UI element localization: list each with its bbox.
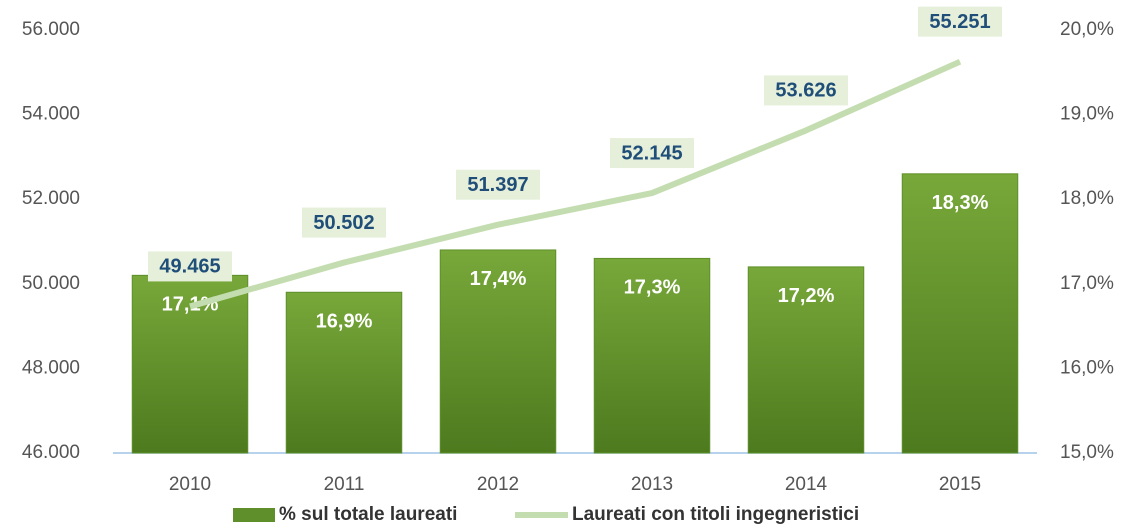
x-tick-label: 2011 bbox=[324, 474, 365, 495]
line-value-label: 52.145 bbox=[621, 142, 682, 164]
legend-swatch bbox=[233, 508, 275, 522]
value-label-box bbox=[610, 138, 694, 169]
line-value-label: 50.502 bbox=[313, 212, 374, 234]
legend-label: % sul totale laureati bbox=[279, 504, 457, 524]
value-label-box bbox=[764, 75, 848, 106]
line-value-label: 51.397 bbox=[467, 174, 528, 196]
bar-value-label: 17,3% bbox=[624, 277, 681, 299]
value-label-box bbox=[918, 6, 1002, 37]
line-value-label: 55.251 bbox=[929, 11, 990, 33]
bar-value-label: 17,2% bbox=[778, 285, 835, 307]
y2-tick-label: 17,0% bbox=[1060, 273, 1114, 294]
bar bbox=[439, 249, 557, 454]
bar bbox=[285, 291, 403, 454]
y-tick-label: 48.000 bbox=[22, 357, 80, 378]
value-label-box bbox=[456, 169, 540, 200]
y2-tick-label: 16,0% bbox=[1060, 357, 1114, 378]
y-tick-label: 52.000 bbox=[22, 188, 80, 209]
x-tick-label: 2015 bbox=[939, 474, 981, 495]
x-tick-label: 2014 bbox=[785, 474, 828, 495]
y-tick-label: 56.000 bbox=[22, 19, 80, 40]
y2-tick-label: 18,0% bbox=[1060, 188, 1114, 209]
y2-tick-label: 15,0% bbox=[1060, 442, 1114, 463]
y2-tick-label: 20,0% bbox=[1060, 19, 1114, 40]
bar-value-label: 18,3% bbox=[932, 192, 989, 214]
legend-label: Laureati con titoli ingegneristici bbox=[572, 504, 859, 524]
y-tick-label: 50.000 bbox=[22, 273, 80, 294]
line-value-label: 49.465 bbox=[159, 256, 220, 278]
x-tick-label: 2010 bbox=[169, 474, 211, 495]
bar-value-label: 16,9% bbox=[316, 311, 373, 333]
line bbox=[189, 58, 962, 310]
y-tick-label: 46.000 bbox=[22, 442, 80, 463]
value-label-box bbox=[302, 207, 386, 238]
value-label-box bbox=[148, 251, 232, 282]
bar bbox=[593, 257, 711, 454]
line-value-label: 53.626 bbox=[775, 80, 836, 102]
bar bbox=[901, 173, 1019, 454]
bar bbox=[747, 266, 865, 454]
x-tick-label: 2013 bbox=[631, 474, 673, 495]
bar-value-label: 17,4% bbox=[470, 268, 527, 290]
y-tick-label: 54.000 bbox=[22, 104, 80, 125]
y2-tick-label: 19,0% bbox=[1060, 104, 1114, 125]
x-tick-label: 2012 bbox=[477, 474, 519, 495]
